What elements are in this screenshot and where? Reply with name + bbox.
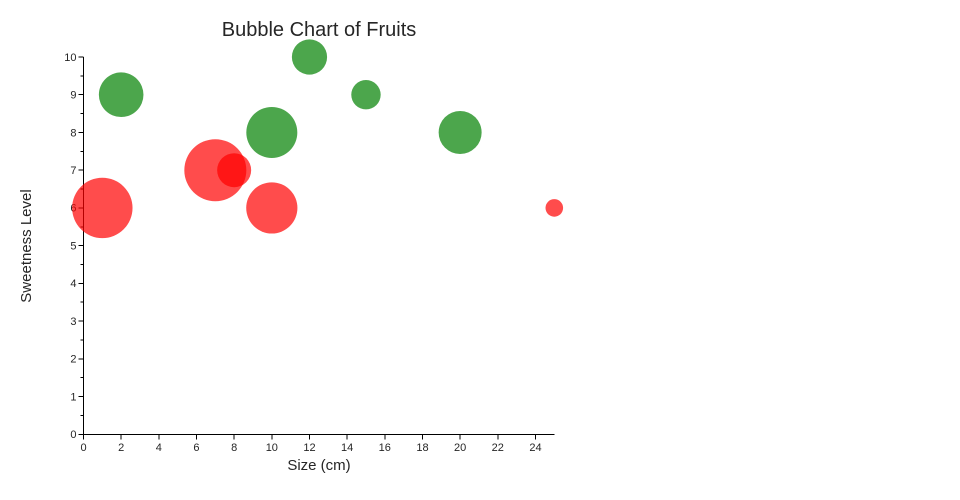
x-tick-label: 22 bbox=[492, 442, 504, 454]
y-tick-label: 10 bbox=[64, 52, 76, 64]
x-tick-label: 20 bbox=[454, 442, 466, 454]
x-tick-label: 10 bbox=[266, 442, 278, 454]
axes-layer: 024681012141618202224012345678910 bbox=[64, 52, 555, 454]
bubble bbox=[291, 39, 328, 75]
y-tick-label: 9 bbox=[70, 90, 76, 102]
y-tick-label: 1 bbox=[70, 391, 76, 403]
y-tick-label: 7 bbox=[70, 165, 76, 177]
bubble bbox=[217, 153, 252, 188]
x-tick-label: 2 bbox=[118, 442, 124, 454]
bubble bbox=[246, 106, 298, 158]
bubble bbox=[545, 199, 564, 217]
x-tick-label: 4 bbox=[156, 442, 162, 454]
x-tick-label: 24 bbox=[529, 442, 541, 454]
x-tick-label: 14 bbox=[341, 442, 353, 454]
x-tick-label: 8 bbox=[231, 442, 237, 454]
x-tick-label: 16 bbox=[379, 442, 391, 454]
x-axis-label: Size (cm) bbox=[287, 457, 350, 474]
bubble bbox=[438, 110, 482, 154]
y-tick-label: 2 bbox=[70, 354, 76, 366]
y-tick-label: 5 bbox=[70, 240, 76, 252]
y-tick-label: 8 bbox=[70, 127, 76, 139]
y-tick-label: 3 bbox=[70, 316, 76, 328]
x-tick-label: 6 bbox=[193, 442, 199, 454]
bubble bbox=[246, 182, 298, 234]
bubbles-layer bbox=[72, 39, 564, 239]
y-tick-label: 4 bbox=[70, 278, 76, 290]
bubble bbox=[98, 72, 144, 118]
chart-title: Bubble Chart of Fruits bbox=[222, 19, 417, 41]
y-tick-label: 0 bbox=[70, 429, 76, 441]
x-tick-label: 0 bbox=[80, 442, 86, 454]
bubble bbox=[351, 80, 381, 110]
x-tick-label: 12 bbox=[303, 442, 315, 454]
bubble bbox=[72, 177, 133, 239]
x-tick-label: 18 bbox=[416, 442, 428, 454]
y-axis-label: Sweetness Level bbox=[18, 189, 35, 302]
